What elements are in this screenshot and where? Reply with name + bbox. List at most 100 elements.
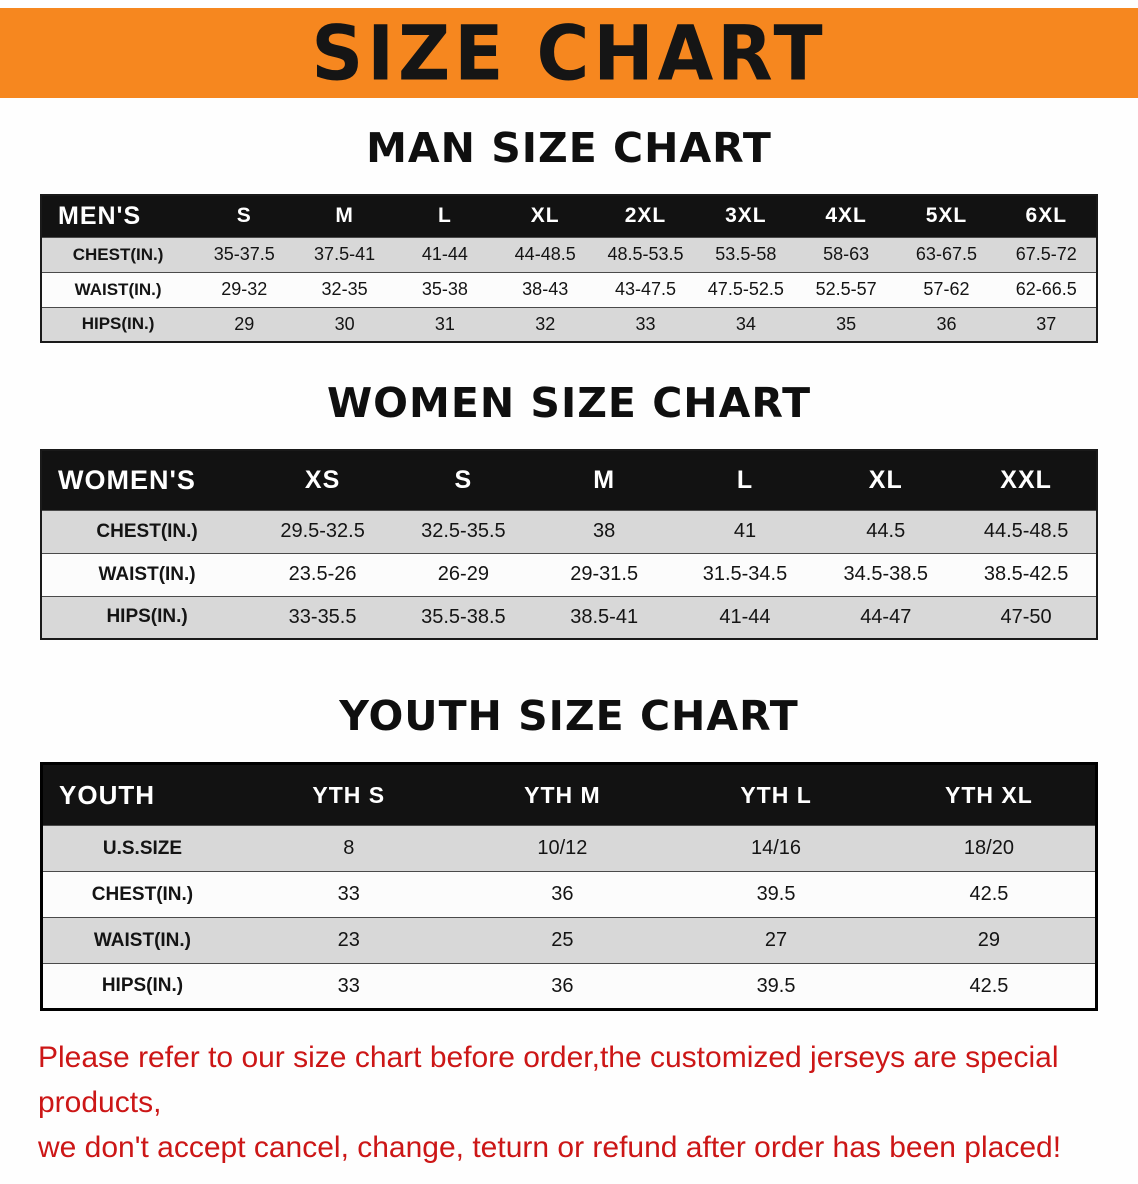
value-cell: 31.5-34.5 [702, 563, 788, 585]
header-row: MEN'S S M L XL 2XL 3XL 4XL 5XL 6XL [41, 195, 1097, 237]
value-cell: 8 [343, 837, 355, 859]
value-cell: 23.5-26 [288, 563, 357, 585]
table-head: MEN'S S M L XL 2XL 3XL 4XL 5XL 6XL [41, 195, 1097, 237]
table-row: CHEST(IN.) 35-37.5 37.5-41 41-44 44-48.5 48.5… [41, 237, 1097, 272]
value-cell: 38.5-42.5 [983, 563, 1069, 585]
row-label-cell: CHEST(IN.) [91, 883, 194, 905]
table-row: WAIST(IN.) 29-32 32-35 35-38 38-43 43-47.5 47.… [41, 272, 1097, 307]
value-cell: 32.5-35.5 [421, 520, 506, 542]
row-label-cell: U.S.SIZE [102, 837, 183, 859]
value-cell: 23 [337, 929, 360, 951]
value-cell: 35-37.5 [213, 244, 275, 264]
value-cell: 44.5 [866, 520, 906, 542]
size-header-cell: S [236, 204, 252, 228]
value-cell: 44-48.5 [514, 244, 576, 264]
table-title-cell: MEN'S [58, 201, 142, 230]
size-header-cell: YTH XL [945, 781, 1033, 808]
value-cell: 29-31.5 [570, 563, 639, 585]
size-header-cell: YTH L [740, 781, 812, 808]
value-cell: 35-38 [421, 279, 468, 299]
value-cell: 33-35.5 [288, 605, 357, 628]
value-cell: 62-66.5 [1015, 279, 1077, 299]
size-header-cell: L [437, 204, 452, 228]
size-header-cell: YTH M [524, 781, 601, 808]
value-cell: 33 [635, 313, 656, 334]
value-cell: 25 [551, 929, 574, 951]
value-cell: 35 [836, 313, 857, 334]
value-cell: 63-67.5 [915, 244, 977, 264]
value-cell: 52.5-57 [815, 279, 877, 299]
value-cell: 57-62 [923, 279, 970, 299]
footer-notice: Please refer to our size chart before or… [38, 1035, 1108, 1170]
youth-section-heading: YOUTH SIZE CHART [339, 692, 799, 740]
value-cell: 26-29 [437, 563, 489, 585]
value-cell: 29 [977, 929, 1001, 951]
row-label-cell: HIPS(IN.) [106, 606, 188, 628]
value-cell: 36 [551, 974, 574, 997]
value-cell: 32 [535, 313, 556, 334]
size-header-cell: 5XL [925, 204, 968, 228]
value-cell: 38-43 [522, 279, 569, 299]
youth-size-section: YOUTH SIZE CHART YOUTH YTH S YTH M YTH L YTH… [0, 692, 1138, 1011]
value-cell: 58-63 [823, 244, 870, 264]
value-cell: 31 [434, 313, 455, 334]
value-cell: 44.5-48.5 [983, 520, 1069, 542]
table-title-cell: YOUTH [59, 779, 155, 810]
table-row: HIPS(IN.) 29 30 31 32 33 34 35 36 37 [41, 307, 1097, 342]
row-label-cell: HIPS(IN.) [101, 975, 184, 996]
table-row: WAIST(IN.) 23 25 27 29 [41, 917, 1097, 964]
header-row: YOUTH YTH S YTH M YTH L YTH XL [41, 763, 1097, 826]
women-section-heading: WOMEN SIZE CHART [326, 379, 812, 427]
size-header-cell: S [454, 465, 473, 494]
page-title: SIZE CHART [311, 8, 827, 98]
size-header-cell: 2XL [624, 204, 667, 228]
table-row: CHEST(IN.) 29.5-32.5 32.5-35.5 38 41 44.5 44.5… [41, 510, 1097, 553]
size-header-cell: L [736, 465, 754, 494]
value-cell: 33 [337, 974, 360, 997]
value-cell: 30 [334, 313, 355, 334]
value-cell: 67.5-72 [1015, 244, 1077, 264]
value-cell: 47-50 [1000, 605, 1052, 628]
row-label-cell: WAIST(IN.) [74, 279, 162, 299]
table-body: U.S.SIZE 8 10/12 14/16 18/20 CHEST(IN.) 33 36 39… [41, 825, 1097, 1010]
value-cell: 29 [234, 313, 255, 334]
table-head: WOMEN'S XS S M L XL XXL [41, 450, 1097, 510]
value-cell: 35.5-38.5 [421, 605, 506, 628]
men-section-heading: MAN SIZE CHART [366, 124, 772, 172]
value-cell: 42.5 [969, 883, 1009, 905]
size-header-cell: XL [868, 465, 903, 494]
value-cell: 47.5-52.5 [707, 279, 784, 299]
value-cell: 36 [551, 883, 574, 905]
value-cell: 34.5-38.5 [843, 563, 929, 585]
value-cell: 42.5 [969, 974, 1009, 997]
value-cell: 37 [1036, 313, 1057, 334]
size-header-cell: YTH S [312, 781, 386, 808]
value-cell: 33 [337, 883, 360, 905]
value-cell: 38.5-41 [570, 605, 639, 628]
men-size-table: MEN'S S M L XL 2XL 3XL 4XL 5XL 6XL CHEST(IN.) 35-37… [40, 194, 1098, 343]
men-size-section: MAN SIZE CHART MEN'S S M L XL 2XL 3XL 4XL 5XL 6XL… [0, 124, 1138, 343]
table-title-cell: WOMEN'S [58, 464, 196, 495]
row-label-cell: HIPS(IN.) [81, 314, 155, 334]
women-size-table: WOMEN'S XS S M L XL XXL CHEST(IN.) 29.5-32.5 32.5… [40, 449, 1098, 640]
value-cell: 43-47.5 [614, 279, 677, 299]
header-row: WOMEN'S XS S M L XL XXL [41, 450, 1097, 510]
value-cell: 48.5-53.5 [607, 244, 684, 264]
value-cell: 36 [936, 313, 957, 334]
women-size-section: WOMEN SIZE CHART WOMEN'S XS S M L XL XXL CHEST(… [0, 379, 1138, 640]
table-row: CHEST(IN.) 33 36 39.5 42.5 [41, 871, 1097, 918]
value-cell: 10/12 [537, 837, 588, 859]
value-cell: 44-47 [860, 605, 912, 628]
value-cell: 32-35 [321, 279, 368, 299]
row-label-cell: WAIST(IN.) [98, 563, 196, 585]
value-cell: 27 [764, 929, 788, 951]
table-head: YOUTH YTH S YTH M YTH L YTH XL [41, 763, 1097, 826]
row-label-cell: CHEST(IN.) [72, 244, 164, 264]
table-row: WAIST(IN.) 23.5-26 26-29 29-31.5 31.5-34.5 34… [41, 553, 1097, 596]
youth-size-table: YOUTH YTH S YTH M YTH L YTH XL U.S.SIZE 8 10/12… [40, 762, 1098, 1011]
table-row: HIPS(IN.) 33 36 39.5 42.5 [41, 963, 1097, 1010]
row-label-cell: CHEST(IN.) [96, 520, 198, 542]
size-header-cell: 4XL [825, 204, 867, 228]
table-row: HIPS(IN.) 33-35.5 35.5-38.5 38.5-41 41-44 44-… [41, 596, 1097, 639]
